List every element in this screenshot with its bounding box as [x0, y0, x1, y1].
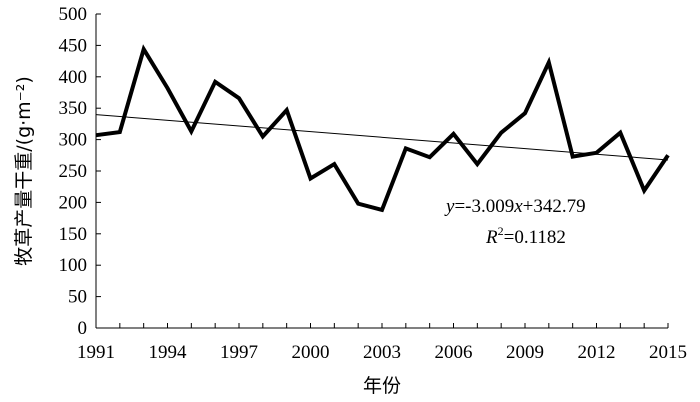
x-tick-label: 1991 — [77, 342, 115, 363]
x-tick-label: 2015 — [649, 342, 687, 363]
y-tick-label: 100 — [59, 255, 88, 276]
y-tick-label: 0 — [78, 318, 88, 339]
x-axis-ticks: 1991 1994 1997 2000 2003 2006 2009 2012 2015 — [77, 323, 687, 363]
x-tick-label: 2003 — [363, 342, 401, 363]
y-tick-label: 300 — [59, 130, 88, 151]
x-tick-label: 2009 — [506, 342, 544, 363]
y-tick-label: 200 — [59, 192, 88, 213]
y-tick-label: 400 — [59, 67, 88, 88]
y-tick-label: 350 — [59, 98, 88, 119]
y-tick-label: 50 — [68, 287, 87, 308]
y-tick-label: 500 — [59, 4, 88, 25]
y-axis-ticks: 0 50 100 150 200 250 300 350 400 450 500 — [59, 4, 101, 339]
x-tick-label: 1994 — [149, 342, 188, 363]
y-tick-label: 450 — [59, 35, 88, 56]
x-tick-label: 2012 — [578, 342, 616, 363]
x-tick-label: 1997 — [220, 342, 258, 363]
trend-equation: y=-3.009x+342.79 — [444, 196, 586, 217]
x-tick-label: 2000 — [292, 342, 330, 363]
x-axis-title: 年份 — [363, 375, 401, 397]
y-tick-label: 150 — [59, 224, 88, 245]
series-line — [95, 44, 670, 213]
trend-r2: R2=0.1182 — [485, 224, 566, 248]
y-tick-label: 250 — [59, 161, 88, 182]
x-tick-label: 2006 — [435, 342, 473, 363]
y-axis-title: 牧草产量干重/(g·m⁻²) — [13, 76, 35, 265]
